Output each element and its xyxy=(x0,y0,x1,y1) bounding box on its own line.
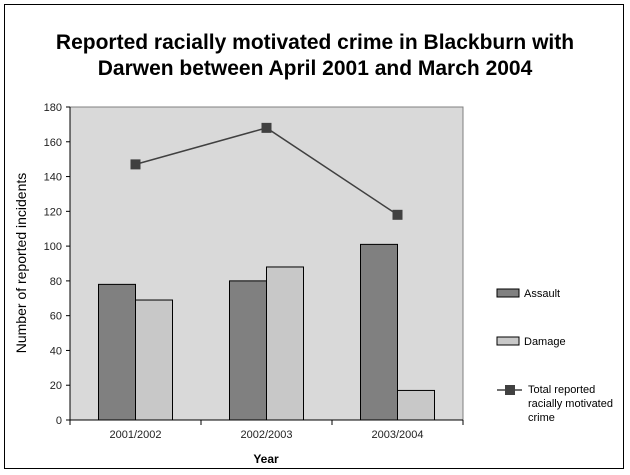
x-axis-title: Year xyxy=(253,452,279,466)
y-axis-title: Number of reported incidents xyxy=(13,173,29,354)
bar-assault xyxy=(98,283,136,421)
y-tick-label: 80 xyxy=(50,276,62,288)
bar-damage xyxy=(135,299,173,421)
x-tick-label: 2003/2004 xyxy=(372,429,424,441)
y-tick-label: 100 xyxy=(44,241,62,253)
total-marker xyxy=(261,122,272,133)
bar-damage xyxy=(397,389,435,421)
y-tick-label: 140 xyxy=(44,172,62,184)
legend-swatch-assault xyxy=(496,288,520,298)
bar-assault xyxy=(360,243,398,421)
y-tick-label: 120 xyxy=(44,206,62,218)
legend-label-total: racially motivated xyxy=(528,398,613,410)
legend-swatch-total-marker xyxy=(505,385,515,395)
legend-label-damage: Damage xyxy=(524,336,566,348)
legend-label-assault: Assault xyxy=(524,288,560,300)
y-tick-label: 180 xyxy=(44,102,62,114)
legend-label-total: crime xyxy=(528,412,555,424)
y-tick-label: 160 xyxy=(44,137,62,149)
legend: Assault Damage Total reported racially moti… xyxy=(496,288,613,424)
y-tick-label: 20 xyxy=(50,380,62,392)
bars-group xyxy=(98,243,435,421)
total-marker xyxy=(130,159,141,170)
chart-title-line-2: Darwen between April 2001 and March 2004 xyxy=(97,57,533,80)
total-line-group xyxy=(130,122,403,220)
chart-title-line-1: Reported racially motivated crime in Bla… xyxy=(55,31,575,54)
legend-swatch-damage xyxy=(496,336,520,346)
y-tick-label: 60 xyxy=(50,311,62,323)
x-tick-label: 2002/2003 xyxy=(241,429,293,441)
y-tick-label: 40 xyxy=(50,345,62,357)
bar-damage xyxy=(266,266,304,421)
legend-label-total: Total reported xyxy=(528,384,595,396)
total-marker xyxy=(392,209,403,220)
axes-group: 0 20 40 60 80 100 120 140 160 180 2001/2002 2002/20… xyxy=(44,102,464,441)
y-tick-label: 0 xyxy=(56,415,62,427)
chart-title: Reported racially motivated crime in Bla… xyxy=(0,30,630,82)
x-tick-label: 2001/2002 xyxy=(110,429,162,441)
bar-assault xyxy=(229,280,267,421)
